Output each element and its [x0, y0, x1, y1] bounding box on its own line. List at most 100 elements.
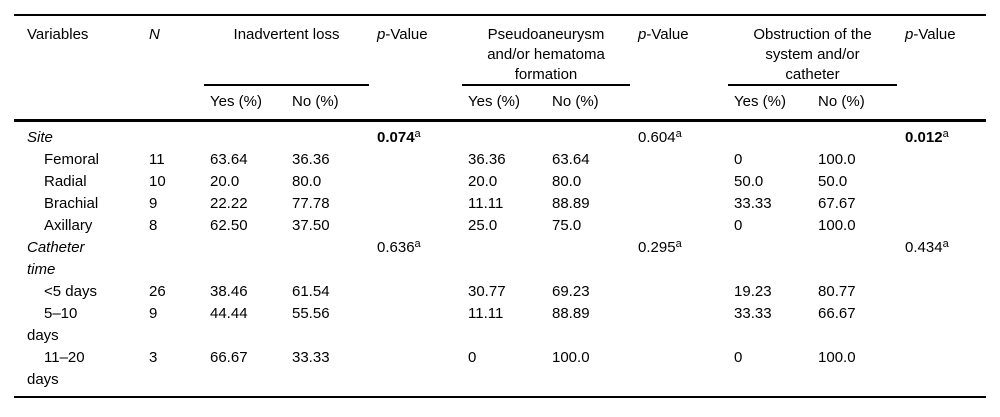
cell-variable: Catheter time	[27, 238, 85, 278]
p-value-text: 0.636	[377, 238, 415, 256]
cell-no-pct: 100.0	[818, 150, 856, 168]
cell-yes-pct: 25.0	[468, 216, 498, 234]
cell-yes-pct	[468, 237, 552, 281]
p-italic: p	[377, 26, 386, 43]
table-body: Site 0.074a 0.604a 0.012a Femoral 11 63.…	[14, 120, 986, 397]
p-value-text: 0.434	[905, 238, 943, 256]
p-rest: -Value	[646, 26, 689, 43]
col-header-yes-pct-1: Yes (%)	[210, 93, 262, 110]
cell-no-pct: 100.0	[818, 216, 856, 234]
p-value-superscript: a	[675, 237, 682, 250]
cell-no-pct: 77.78	[292, 194, 330, 212]
cell-no-pct: 75.0	[552, 216, 582, 234]
cell-no-pct	[552, 237, 638, 281]
cell-yes-pct: 63.64	[210, 150, 248, 168]
cell-no-pct: 61.54	[292, 282, 330, 300]
cell-yes-pct: 66.67	[210, 348, 248, 366]
cell-p-value	[638, 347, 734, 397]
cell-variable: Femoral	[44, 150, 100, 168]
group-header-pseudoaneurysm: Pseudoaneurysm and/or hematoma formation	[462, 15, 638, 86]
cell-p-value	[905, 303, 986, 347]
cell-p-value	[905, 193, 986, 215]
cell-p-value	[638, 149, 734, 171]
cell-yes-pct: 33.33	[734, 304, 772, 322]
p-value-superscript: a	[414, 127, 421, 140]
cell-yes-pct: 36.36	[468, 150, 506, 168]
cell-no-pct: 100.0	[552, 348, 590, 366]
group-header-obstruction: Obstruction of the system and/or cathete…	[728, 15, 905, 86]
cell-no-pct: 50.0	[818, 172, 848, 190]
cell-yes-pct: 38.46	[210, 282, 248, 300]
cell-no-pct: 55.56	[292, 304, 330, 322]
cell-yes-pct: 0	[734, 216, 743, 234]
cell-yes-pct: 19.23	[734, 282, 772, 300]
cell-yes-pct	[210, 120, 292, 149]
cell-variable: Site	[27, 128, 53, 146]
cell-variable: Radial	[44, 172, 87, 190]
table-row-catheter-time: Catheter time 0.636a 0.295a 0.434a	[14, 237, 986, 281]
p-value-text: 0.074	[377, 128, 415, 146]
table-row-11-20-days: 11–20 days 3 66.67 33.33 0 100.0 0 100.0	[14, 347, 986, 397]
col-header-p-value-1: p-Value	[377, 15, 468, 120]
cell-no-pct	[292, 120, 377, 149]
cell-yes-pct: 20.0	[468, 172, 498, 190]
cell-no-pct: 67.67	[818, 194, 856, 212]
cell-p-value	[377, 149, 468, 171]
cell-no-pct: 80.77	[818, 282, 856, 300]
p-value-superscript: a	[414, 237, 421, 250]
cell-no-pct: 69.23	[552, 282, 590, 300]
cell-yes-pct: 62.50	[210, 216, 248, 234]
col-header-variables: Variables	[27, 26, 89, 43]
cell-no-pct	[292, 237, 377, 281]
cell-p-value	[905, 347, 986, 397]
cell-no-pct: 66.67	[818, 304, 856, 322]
col-header-p-value-2: p-Value	[638, 15, 734, 120]
table-row-axillary: Axillary 8 62.50 37.50 25.0 75.0 0 100.0	[14, 215, 986, 237]
cell-p-value: 0.434a	[905, 237, 986, 281]
p-value-superscript: a	[942, 127, 949, 140]
group-title: Pseudoaneurysm and/or hematoma formation	[487, 26, 605, 83]
cell-no-pct: 80.0	[552, 172, 582, 190]
cell-p-value	[905, 281, 986, 303]
cell-yes-pct	[734, 237, 818, 281]
cell-yes-pct: 0	[468, 348, 477, 366]
cell-p-value: 0.636a	[377, 237, 468, 281]
col-header-p-value-3: p-Value	[905, 15, 986, 120]
cell-n: 8	[149, 216, 158, 234]
table-row-femoral: Femoral 11 63.64 36.36 36.36 63.64 0 100…	[14, 149, 986, 171]
header-row-groups: Variables N Inadvertent loss p-Value Pse…	[14, 15, 986, 86]
cell-no-pct	[552, 120, 638, 149]
table-row-brachial: Brachial 9 22.22 77.78 11.11 88.89 33.33…	[14, 193, 986, 215]
cell-yes-pct: 11.11	[468, 304, 504, 322]
table-row-radial: Radial 10 20.0 80.0 20.0 80.0 50.0 50.0	[14, 171, 986, 193]
cell-yes-pct	[468, 120, 552, 149]
p-value-text: 0.295	[638, 238, 676, 256]
cell-p-value	[905, 149, 986, 171]
cell-n: 26	[149, 282, 166, 300]
group-underline	[204, 83, 369, 86]
cell-p-value: 0.074a	[377, 120, 468, 149]
cell-variable: 11–20 days	[27, 348, 85, 388]
cell-no-pct: 33.33	[292, 348, 330, 366]
cell-n: 11	[149, 150, 165, 168]
cell-no-pct: 36.36	[292, 150, 330, 168]
p-italic: p	[905, 26, 914, 43]
cell-n	[149, 120, 210, 149]
header-row-subcolumns: Yes (%) No (%) Yes (%) No (%) Yes (%) No…	[14, 86, 986, 120]
cell-variable: 5–10 days	[27, 304, 78, 344]
cell-yes-pct: 0	[734, 150, 743, 168]
cell-p-value	[377, 281, 468, 303]
cell-p-value	[638, 281, 734, 303]
p-value-text: 0.604	[638, 128, 676, 146]
group-underline	[462, 83, 631, 86]
p-value-superscript: a	[675, 127, 682, 140]
cell-p-value	[377, 215, 468, 237]
cell-variable: Brachial	[44, 194, 99, 212]
cell-p-value	[905, 215, 986, 237]
col-header-no-pct-2: No (%)	[552, 93, 599, 110]
cell-yes-pct: 22.22	[210, 194, 248, 212]
cell-p-value	[638, 215, 734, 237]
cell-p-value	[377, 347, 468, 397]
group-header-inadvertent-loss: Inadvertent loss	[204, 15, 377, 86]
